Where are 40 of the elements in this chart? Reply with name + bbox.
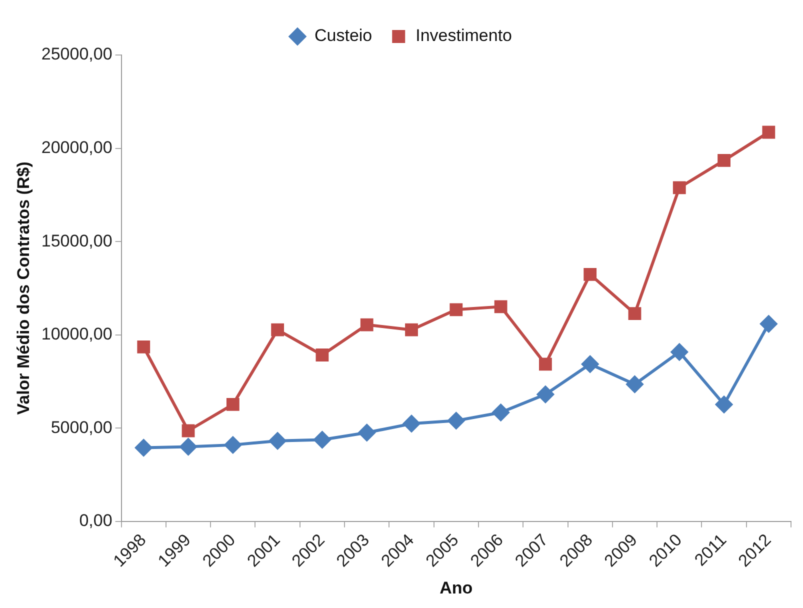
point [628, 307, 642, 320]
point [271, 323, 284, 336]
legend-label: Investimento [416, 26, 512, 46]
point [182, 424, 195, 438]
point [718, 154, 730, 167]
y-tick-label: 10000,00 [41, 324, 112, 344]
point [269, 432, 286, 450]
point [137, 340, 150, 354]
point [226, 398, 240, 411]
y-tick-label: 15000,00 [41, 231, 112, 250]
point [670, 344, 688, 361]
y-tick-label: 0,00 [79, 511, 112, 530]
y-tick-label: 5000,00 [50, 418, 112, 437]
point [762, 126, 776, 139]
point [494, 300, 508, 314]
point [584, 268, 597, 281]
point [403, 415, 420, 432]
point [358, 424, 376, 442]
point [536, 386, 554, 403]
point [672, 181, 686, 194]
point [135, 439, 152, 456]
point [450, 303, 463, 316]
point [716, 396, 733, 413]
point [316, 348, 329, 362]
point [582, 356, 599, 373]
y-axis-title: Valor Médio dos Contratos (R$) [14, 162, 33, 415]
point [538, 358, 552, 371]
point [760, 315, 778, 332]
point [492, 404, 510, 421]
legend-label: Custeio [314, 26, 372, 46]
y-tick-label: 25000,00 [41, 44, 112, 64]
point [224, 436, 242, 454]
point [448, 412, 465, 430]
point [626, 376, 644, 393]
point [314, 431, 331, 448]
y-tick-label: 20000,00 [41, 138, 112, 157]
point [360, 318, 374, 332]
point [405, 323, 418, 336]
point [180, 438, 197, 456]
x-axis-title: Ano [440, 578, 473, 598]
